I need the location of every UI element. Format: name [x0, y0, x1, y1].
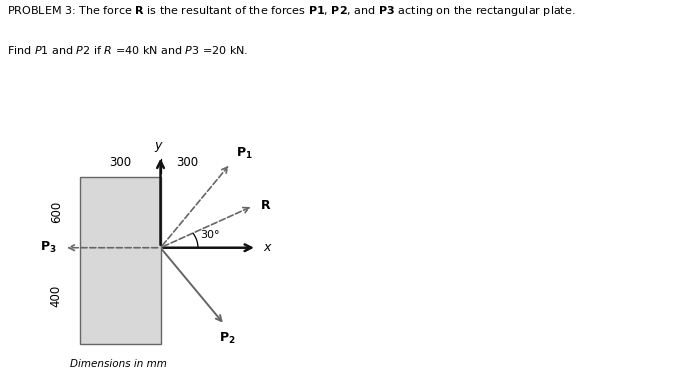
- Text: Find $\it{P1}$ and $\it{P2}$ if $\it{R}$ =40 kN and $\it{P3}$ =20 kN.: Find $\it{P1}$ and $\it{P2}$ if $\it{R}$…: [7, 44, 248, 56]
- Text: $\mathbf{P_3}$: $\mathbf{P_3}$: [39, 240, 56, 255]
- Text: y: y: [154, 138, 161, 152]
- Text: $\mathbf{R}$: $\mathbf{R}$: [259, 199, 271, 213]
- Text: x: x: [264, 241, 270, 254]
- Text: $\mathbf{P_1}$: $\mathbf{P_1}$: [236, 146, 253, 162]
- Text: 600: 600: [50, 201, 63, 223]
- Text: 300: 300: [110, 156, 131, 169]
- Text: 30°: 30°: [201, 230, 220, 240]
- Bar: [80, 177, 161, 344]
- Text: 300: 300: [176, 156, 198, 169]
- Text: 400: 400: [50, 285, 63, 307]
- Text: Dimensions in mm: Dimensions in mm: [69, 359, 166, 369]
- Text: $\mathbf{P_2}$: $\mathbf{P_2}$: [219, 331, 236, 346]
- Text: PROBLEM 3: The force $\bf{R}$ is the resultant of the forces $\bf{P1}$, $\bf{P2}: PROBLEM 3: The force $\bf{R}$ is the res…: [7, 4, 575, 18]
